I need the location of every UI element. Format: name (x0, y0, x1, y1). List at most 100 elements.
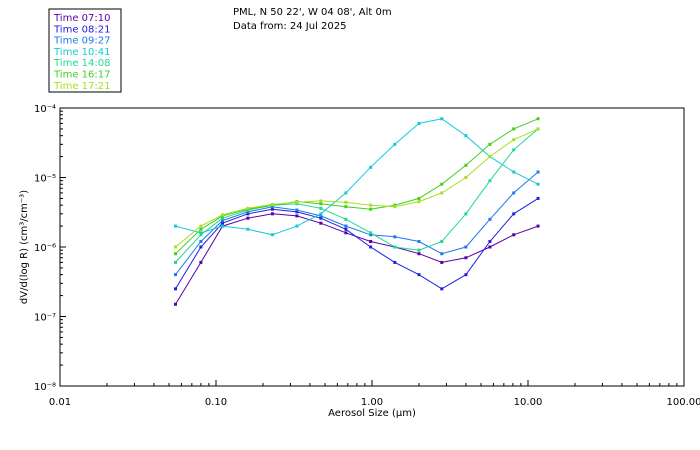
series-line (175, 118, 539, 236)
data-point (270, 205, 274, 209)
data-point (393, 260, 397, 264)
series-line (175, 171, 539, 276)
series-line (175, 197, 539, 290)
data-point (295, 210, 299, 214)
legend-entry: Time 17:21 (53, 81, 110, 92)
series-layer (173, 117, 540, 306)
y-tick-label: 10⁻⁸ (34, 382, 56, 393)
data-point (369, 203, 373, 207)
data-point (393, 205, 397, 209)
data-point (440, 182, 444, 186)
data-point (536, 170, 540, 174)
data-point (369, 233, 373, 237)
data-point (512, 233, 516, 237)
data-point (512, 148, 516, 152)
data-point (344, 224, 348, 228)
data-point (369, 239, 373, 243)
data-point (295, 200, 299, 204)
data-point (488, 155, 492, 159)
legend-entry: Time 09:27 (53, 36, 110, 47)
data-point (369, 165, 373, 169)
data-point (319, 206, 323, 210)
data-point (173, 302, 177, 306)
legend-entry: Time 16:17 (53, 70, 110, 81)
data-point (199, 239, 203, 243)
data-point (220, 221, 224, 225)
data-point (417, 121, 421, 125)
series-time-16-17 (173, 117, 540, 256)
data-point (393, 235, 397, 239)
legend-entry: Time 08:21 (53, 24, 110, 35)
data-point (173, 273, 177, 277)
data-point (246, 206, 250, 210)
data-point (369, 245, 373, 249)
data-point (295, 214, 299, 218)
y-axis-label: dV/d(log R) (cm³/cm⁻³) (19, 190, 30, 304)
data-point (464, 245, 468, 249)
data-point (173, 245, 177, 249)
data-point (220, 216, 224, 220)
series-line (175, 128, 539, 263)
x-tick-label: 100.00 (667, 397, 700, 408)
data-point (464, 273, 468, 277)
data-point (344, 217, 348, 221)
x-tick-label: 0.01 (49, 397, 71, 408)
data-point (319, 199, 323, 203)
series-line (175, 118, 539, 255)
y-tick-label: 10⁻⁶ (34, 243, 56, 254)
data-point (319, 221, 323, 225)
data-point (488, 179, 492, 183)
data-point (417, 252, 421, 256)
data-point (417, 239, 421, 243)
data-point (199, 245, 203, 249)
data-point (536, 127, 540, 131)
data-point (173, 252, 177, 256)
data-point (488, 245, 492, 249)
station-title: PML, N 50 22', W 04 08', Alt 0m (233, 7, 392, 18)
data-point (344, 200, 348, 204)
series-time-09-27 (173, 170, 540, 277)
data-point (319, 212, 323, 216)
data-point (393, 203, 397, 207)
x-axis-ticks: 0.01 0.10 1.00 10.00 100.00 (49, 380, 700, 408)
data-point (199, 260, 203, 264)
data-point (440, 252, 444, 256)
data-point (246, 216, 250, 220)
x-tick-label: 10.00 (514, 397, 543, 408)
data-point (319, 202, 323, 206)
x-axis-label: Aerosol Size (μm) (328, 408, 416, 419)
data-point (199, 224, 203, 228)
legend-entry: Time 14:08 (53, 58, 110, 69)
series-time-07-10 (173, 212, 540, 306)
data-point (393, 142, 397, 146)
legend-entry: Time 10:41 (53, 47, 110, 58)
data-point (440, 117, 444, 121)
data-point (440, 287, 444, 291)
y-tick-label: 10⁻⁴ (34, 104, 56, 115)
series-time-10-41 (173, 117, 540, 237)
data-point (173, 287, 177, 291)
series-time-08-21 (173, 196, 540, 291)
data-point (199, 233, 203, 237)
data-point (417, 196, 421, 200)
data-point (536, 117, 540, 121)
data-point (173, 260, 177, 264)
data-point (246, 227, 250, 231)
legend-box (48, 8, 122, 93)
data-point (440, 239, 444, 243)
data-point (464, 176, 468, 179)
data-point (393, 245, 397, 249)
series-time-17-21 (173, 127, 540, 249)
data-point (246, 210, 250, 214)
data-point (344, 191, 348, 195)
data-point (512, 170, 516, 174)
data-point (319, 214, 323, 218)
data-point (512, 212, 516, 216)
series-line (175, 213, 539, 305)
data-point (270, 207, 274, 211)
data-point (417, 248, 421, 252)
data-point (369, 207, 373, 211)
data-point (270, 202, 274, 206)
